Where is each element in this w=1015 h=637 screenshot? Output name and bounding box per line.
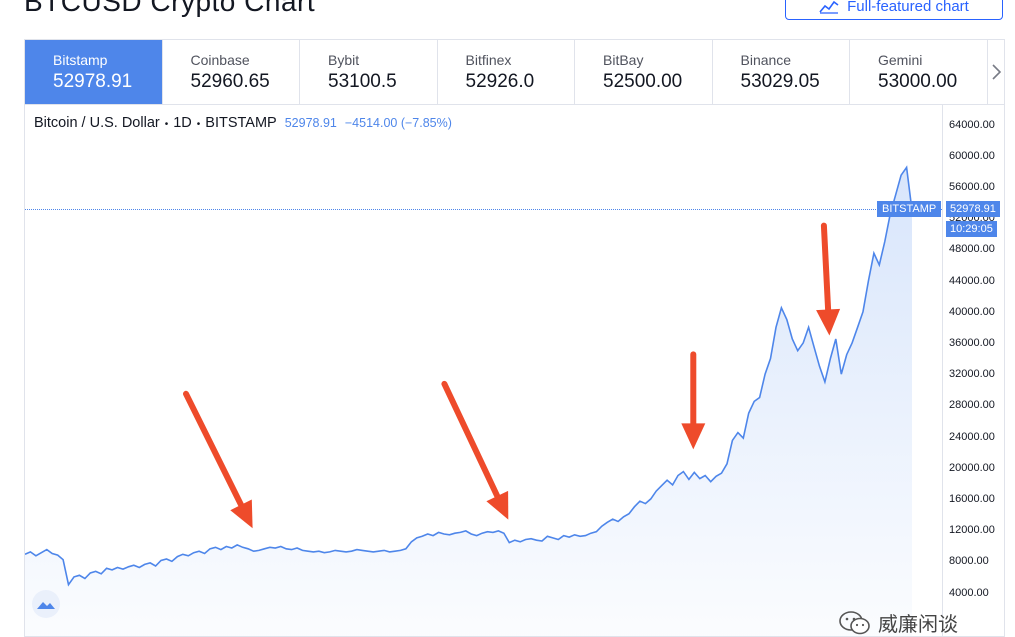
tab-exchange-label: Binance — [740, 52, 792, 68]
price-axis-tick-label: 28000.00 — [949, 399, 995, 412]
tab-bitfinex[interactable]: Bitfinex 52926.0 — [438, 40, 575, 104]
tab-price: 52960.65 — [190, 71, 270, 92]
tab-exchange-label: Gemini — [878, 52, 923, 68]
price-axis-tick-label: 8000.00 — [949, 555, 989, 568]
price-axis-tick-label: 12000.00 — [949, 524, 995, 537]
tab-price: 53000.00 — [878, 71, 958, 92]
legend-separator: • — [196, 119, 201, 130]
price-axis-tick-label: 24000.00 — [949, 430, 995, 443]
legend-separator: • — [164, 119, 169, 130]
price-axis-tick-label: 36000.00 — [949, 336, 995, 349]
tab-exchange-label: BitBay — [603, 52, 644, 68]
price-axis-tick-label: 16000.00 — [949, 492, 995, 505]
watermark-text: 威廉闲谈 — [878, 614, 958, 636]
price-axis-tick-label: 40000.00 — [949, 305, 995, 318]
legend-symbol: Bitcoin / U.S. Dollar — [34, 115, 160, 131]
price-axis-tick-label: 56000.00 — [949, 180, 995, 193]
mountain-icon — [37, 602, 55, 609]
price-axis-tick-label: 64000.00 — [949, 118, 995, 131]
chart-widget: Bitstamp 52978.91 Coinbase 52960.65 Bybi… — [24, 39, 1005, 637]
price-chart — [25, 165, 913, 636]
tab-price: 53029.05 — [740, 71, 820, 92]
price-axis-tick-label: 60000.00 — [949, 149, 995, 162]
legend-price: 52978.91 — [284, 116, 337, 130]
tab-exchange-label: Bybit — [328, 52, 360, 68]
legend-exchange: BITSTAMP — [205, 115, 277, 131]
tab-exchange-label: Bitfinex — [465, 52, 512, 68]
tab-binance[interactable]: Binance 53029.05 — [713, 40, 850, 104]
tab-price: 52500.00 — [603, 71, 683, 92]
legend-interval: 1D — [173, 115, 192, 131]
tab-exchange-label: Coinbase — [190, 52, 250, 68]
price-axis-tick-label: 48000.00 — [949, 243, 995, 256]
tradingview-logo-button[interactable] — [32, 590, 60, 618]
chart-icon — [819, 0, 839, 14]
tab-bitbay[interactable]: BitBay 52500.00 — [575, 40, 713, 104]
tab-gemini[interactable]: Gemini 53000.00 — [850, 40, 988, 104]
watermark: 威廉闲谈 — [838, 608, 958, 637]
price-area-fill — [25, 167, 912, 636]
exchange-tabs: Bitstamp 52978.91 Coinbase 52960.65 Bybi… — [25, 40, 1004, 105]
tabs-next-button[interactable] — [988, 40, 1005, 104]
chevron-right-icon — [992, 64, 1001, 80]
current-price-line — [25, 209, 942, 210]
chart-area[interactable]: Bitcoin / U.S. Dollar • 1D • BITSTAMP 52… — [25, 105, 1004, 636]
price-axis-border — [942, 105, 943, 636]
tab-price: 52926.0 — [465, 71, 535, 92]
price-axis-tick-label: 4000.00 — [949, 586, 989, 599]
price-axis-tick-label: 44000.00 — [949, 274, 995, 287]
full-featured-chart-label: Full-featured chart — [847, 0, 969, 15]
tab-price: 53100.5 — [328, 71, 397, 92]
full-featured-chart-button[interactable]: Full-featured chart — [785, 0, 1003, 20]
tab-bybit[interactable]: Bybit 53100.5 — [300, 40, 438, 104]
tab-price: 52978.91 — [53, 71, 133, 92]
price-axis-tick-label: 20000.00 — [949, 461, 995, 474]
wechat-icon — [839, 610, 870, 634]
page-title: BTCUSD Crypto Chart — [24, 0, 316, 17]
exchange-price-tag: BITSTAMP — [877, 201, 942, 217]
chart-legend: Bitcoin / U.S. Dollar • 1D • BITSTAMP 52… — [34, 115, 452, 131]
tab-coinbase[interactable]: Coinbase 52960.65 — [163, 40, 300, 104]
bar-countdown-tag: 10:29:05 — [946, 221, 997, 237]
legend-change: −4514.00 (−7.85%) — [344, 116, 452, 130]
tab-exchange-label: Bitstamp — [53, 52, 108, 68]
current-price-tag: 52978.91 — [946, 201, 1000, 217]
price-axis-tick-label: 32000.00 — [949, 368, 995, 381]
price-line — [25, 165, 913, 587]
tab-bitstamp[interactable]: Bitstamp 52978.91 — [25, 40, 163, 104]
